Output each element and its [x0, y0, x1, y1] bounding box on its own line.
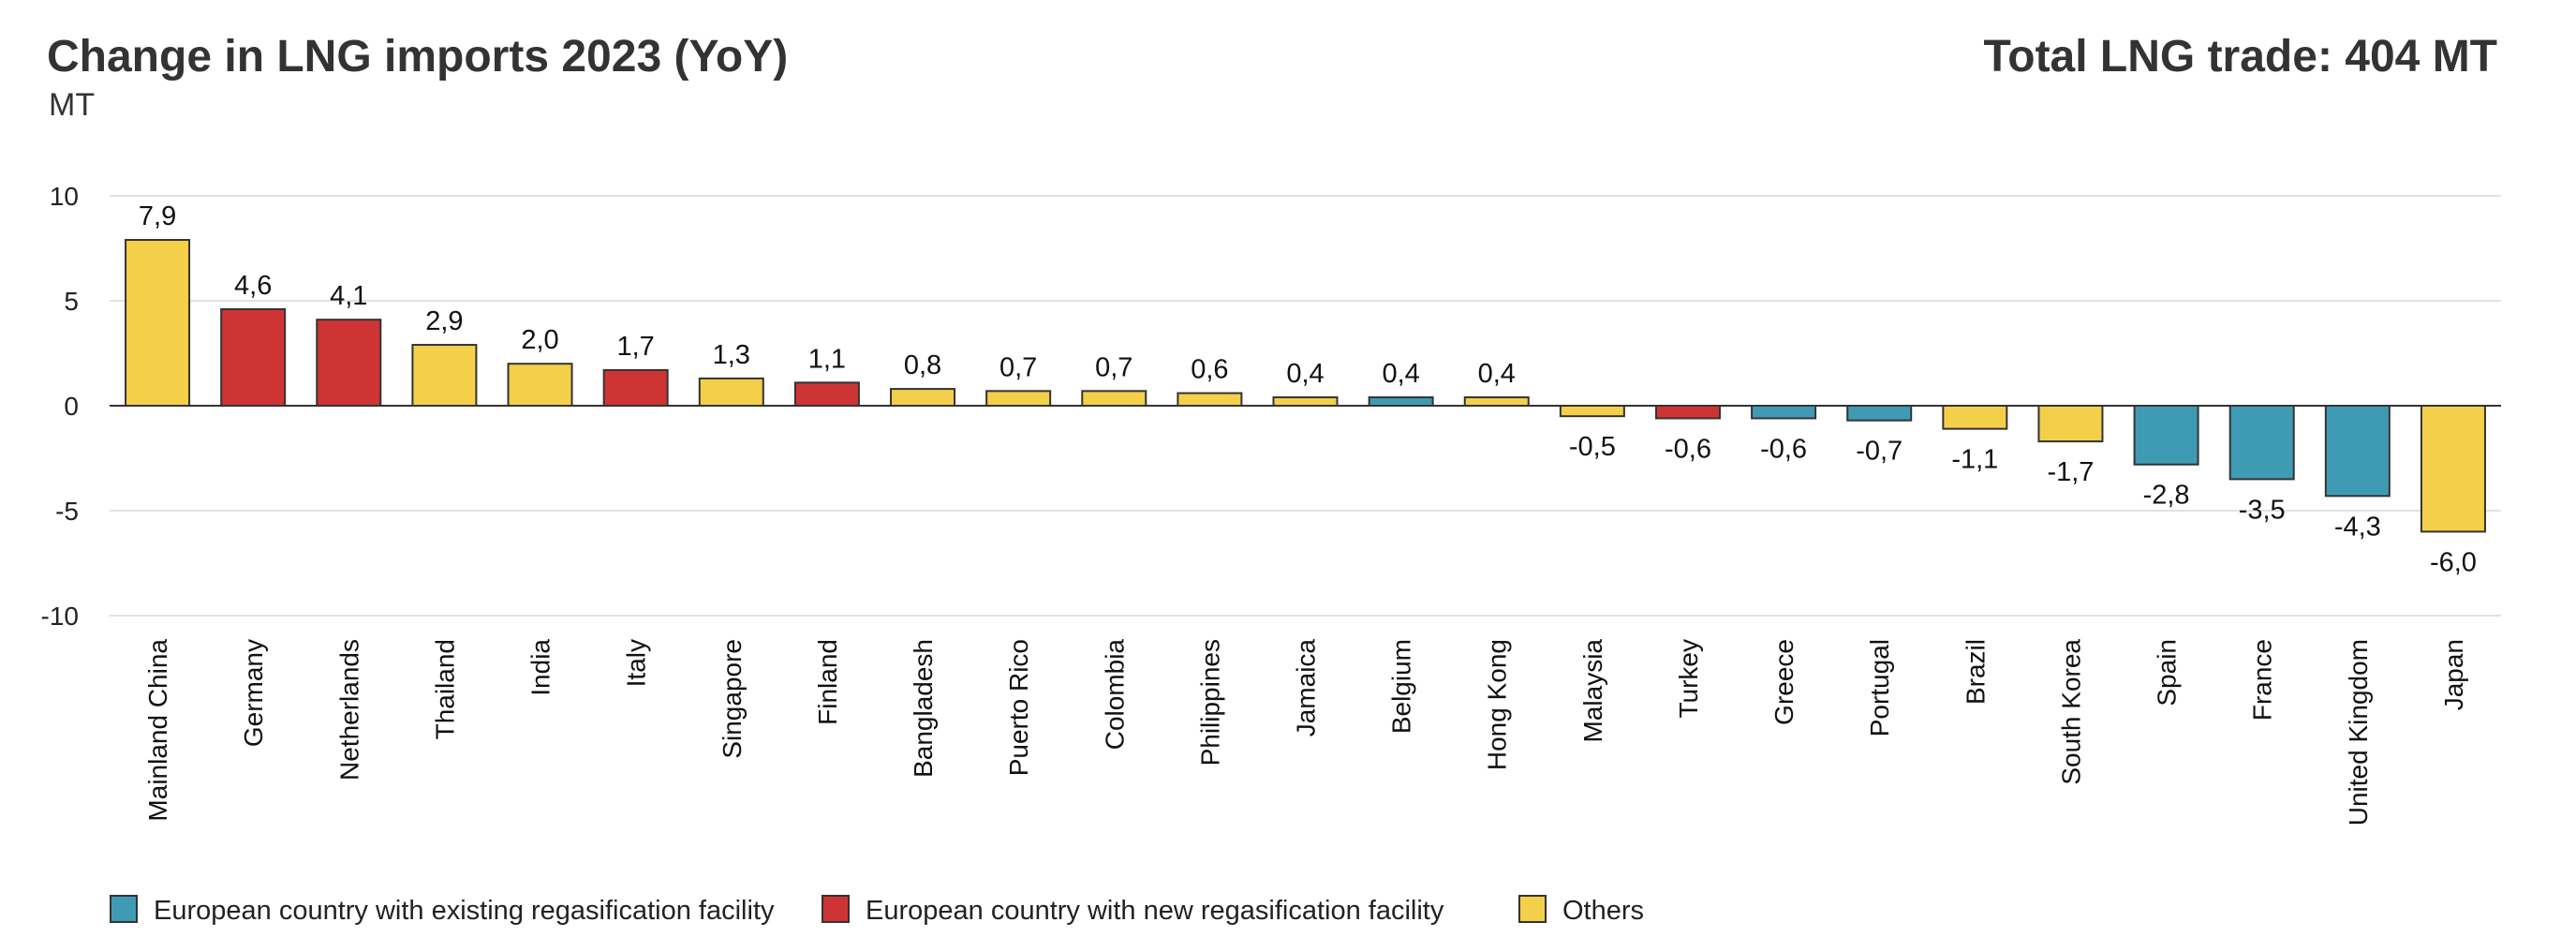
y-tick-label: -10: [41, 602, 79, 631]
category-label: Italy: [622, 639, 651, 687]
data-label: 0,7: [1095, 352, 1133, 382]
category-label: Bangladesh: [909, 639, 938, 778]
bar-thailand: [411, 344, 478, 408]
category-label: India: [526, 639, 555, 696]
category-label: Hong Kong: [1483, 639, 1512, 770]
y-tick-label: 0: [64, 392, 79, 421]
data-label: 1,7: [616, 332, 654, 362]
data-label: -3,5: [2239, 495, 2286, 525]
y-axis-ticks: 10 5 0 -5 -10: [41, 182, 79, 631]
legend-swatch-other: [1518, 895, 1547, 923]
bar-brazil: [1942, 405, 2008, 430]
category-label: United Kingdom: [2344, 639, 2373, 825]
data-label: -0,6: [1665, 434, 1711, 464]
category-labels: Mainland China Germany Netherlands Thailand…: [143, 639, 2468, 826]
chart-title: Change in LNG imports 2023 (YoY): [47, 32, 788, 82]
category-label: Turkey: [1674, 639, 1703, 719]
category-label: Jamaica: [1292, 639, 1321, 737]
legend-swatch-new: [822, 895, 850, 923]
total-trade-label: Total LNG trade: 404 MT: [1983, 32, 2497, 82]
data-label: -1,7: [2047, 457, 2094, 487]
data-label: 4,6: [234, 271, 272, 301]
bar-portugal: [1846, 405, 1913, 422]
category-label: Greece: [1769, 639, 1799, 725]
legend-label-other: Others: [1562, 896, 1644, 926]
category-label: Finland: [813, 639, 842, 725]
data-label: -2,8: [2143, 481, 2190, 511]
y-tick-label: -5: [55, 497, 79, 526]
data-label: -0,6: [1760, 434, 1807, 464]
category-label: Colombia: [1100, 639, 1129, 751]
category-label: Netherlands: [334, 639, 363, 781]
category-label: Thailand: [430, 639, 459, 739]
data-label: -0,7: [1856, 437, 1902, 467]
y-tick-label: 10: [50, 182, 79, 211]
legend-label-existing: European country with existing regasific…: [154, 896, 775, 926]
category-label: Portugal: [1865, 639, 1894, 736]
data-label: 0,4: [1382, 359, 1419, 389]
category-label: Brazil: [1961, 639, 1990, 705]
bar-turkey: [1654, 405, 1721, 420]
bar-south-korea: [2037, 405, 2104, 443]
category-label: Germany: [239, 639, 268, 747]
data-label: -0,5: [1569, 432, 1616, 462]
data-label: 0,6: [1191, 355, 1228, 385]
bar-spain: [2133, 405, 2199, 466]
bar-malaysia: [1559, 405, 1625, 418]
data-label: 0,4: [1478, 359, 1516, 389]
legend-swatch-existing: [110, 895, 138, 923]
bar-mainland-china: [125, 239, 191, 408]
y-tick-label: 5: [64, 287, 79, 316]
bar-finland: [793, 381, 860, 407]
category-label: Japan: [2439, 639, 2468, 710]
category-label: South Korea: [2056, 639, 2085, 785]
bar-india: [507, 363, 573, 408]
data-label: 7,9: [139, 201, 176, 231]
data-label: 4,1: [330, 281, 367, 311]
bar-colombia: [1081, 390, 1147, 408]
bar-germany: [220, 307, 287, 407]
category-label: France: [2248, 639, 2277, 721]
category-label: Mainland China: [143, 639, 172, 822]
data-label: -4,3: [2334, 512, 2381, 542]
bar-italy: [602, 368, 669, 408]
bar-singapore: [698, 377, 764, 408]
bar-bangladesh: [890, 388, 956, 407]
bar-netherlands: [316, 319, 382, 407]
data-label: -6,0: [2430, 547, 2477, 577]
data-label: 1,3: [713, 340, 750, 370]
data-label: 0,7: [999, 352, 1037, 382]
bar-france: [2228, 405, 2295, 481]
bar-greece: [1751, 405, 1817, 420]
category-label: Singapore: [718, 639, 747, 759]
bar-japan: [2420, 405, 2486, 533]
bar-jamaica: [1272, 396, 1339, 408]
legend: European country with existing regasific…: [110, 895, 1644, 926]
bar-united-kingdom: [2324, 405, 2391, 498]
data-label: 0,8: [904, 350, 941, 380]
data-label: 2,0: [521, 325, 558, 355]
category-label: Spain: [2153, 639, 2182, 706]
category-label: Puerto Rico: [1004, 639, 1033, 776]
bar-philippines: [1177, 392, 1243, 407]
bar-hong-kong: [1463, 396, 1530, 408]
data-label: 1,1: [808, 344, 846, 374]
unit-label: MT: [49, 87, 95, 123]
category-label: Malaysia: [1578, 639, 1607, 743]
bars: [125, 239, 2486, 533]
bar-puerto-rico: [985, 390, 1052, 408]
data-label: 2,9: [425, 306, 463, 336]
category-label: Philippines: [1195, 639, 1224, 766]
bar-belgium: [1368, 396, 1434, 408]
data-label: -1,1: [1951, 445, 1998, 475]
data-labels: 7,9 4,6 4,1 2,9 2,0 1,7 1,3 1,1 0,8 0,7 0,7 0,6 0,4 0…: [139, 201, 2477, 577]
data-label: 0,4: [1286, 359, 1324, 389]
category-label: Belgium: [1387, 639, 1416, 734]
legend-label-new: European country with new regasification…: [866, 896, 1444, 926]
